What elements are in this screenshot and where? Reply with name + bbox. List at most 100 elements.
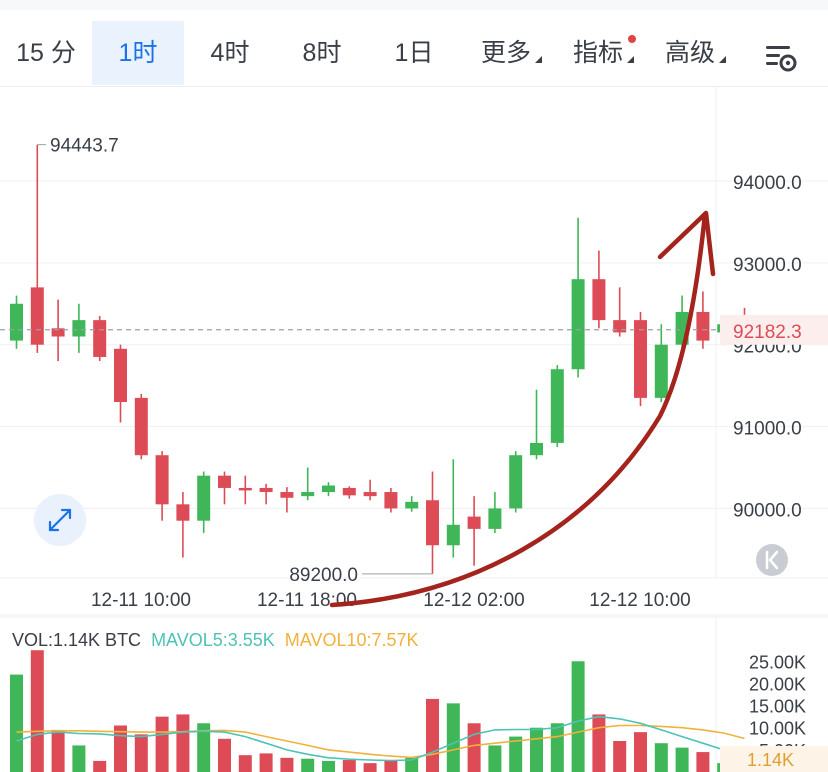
tab-1[interactable]: 1时 [92,21,184,85]
volume-bar [218,738,231,772]
candle-body [218,475,231,488]
volume-bar [176,714,190,772]
high-price-label: 94443.7 [50,136,119,157]
volume-tick-label: 25.00K [749,652,806,672]
tab-label: 指标 [572,39,623,67]
tab-4[interactable]: 1日 [368,21,460,85]
mavol10-line [16,724,745,759]
volume-legend: VOL:1.14K BTC MAVOL5:3.55K MAVOL10:7.57K [12,630,419,650]
volume-bar [446,703,460,772]
trend-arrow-annotation [329,211,708,608]
volume-bar [93,760,107,772]
candle-body [176,504,190,521]
tab-label: 8时 [302,39,342,67]
price-tick-label: 93000.0 [733,255,802,276]
volume-bar [654,743,668,772]
low-price-label: 89200.0 [289,565,358,586]
volume-bar [30,650,44,772]
mavol5-label: MAVOL5:3.55K [151,630,275,650]
volume-bar [384,760,398,772]
volume-tick-label: 10.00K [749,719,806,739]
chart-settings-icon[interactable] [762,38,802,78]
volume-bar [488,745,502,772]
tab-label: 4时 [210,39,250,67]
time-tick-label: 12-11 18:00 [257,590,357,611]
candle-body [613,320,627,333]
tab-0[interactable]: 15 分 [0,21,92,85]
candle-body [571,279,585,370]
volume-bar [675,747,689,772]
volume-bar [51,729,65,772]
candle-body [322,485,335,493]
tab-2[interactable]: 4时 [184,21,276,85]
candle-body [155,455,169,505]
price-tick-label: 90000.0 [733,500,802,521]
volume-bar [634,732,647,772]
volume-tick-label: 20.00K [749,674,806,694]
vol-label: VOL:1.14K BTC [12,630,141,650]
volume-bar [426,698,439,772]
candle-body [654,344,668,398]
candle-body [696,311,710,341]
volume-chart: VOL:1.14K BTC MAVOL5:3.55K MAVOL10:7.57K 25… [10,618,828,772]
volume-bar [571,661,585,772]
volume-bar [259,753,273,772]
volume-bar [238,755,252,772]
candle-body [384,492,398,509]
dropdown-caret-icon [719,56,726,63]
volume-bar [363,763,377,772]
volume-bar [613,741,627,772]
notification-dot-icon [628,35,636,43]
candle-body [280,492,294,498]
tab-label: 1日 [394,39,434,67]
volume-tick-label: 15.00K [749,697,806,717]
tab-label: 更多 [480,39,531,67]
candle-body [550,369,564,443]
candle-body [238,487,252,491]
price-tick-label: 94000.0 [733,173,802,194]
volume-bar [322,760,335,772]
current-volume-badge [720,746,828,772]
price-tick-label: 91000.0 [733,419,802,440]
dropdown-caret-icon [535,56,542,63]
tab-7[interactable]: 高级 [644,21,736,85]
volume-bar [592,714,606,772]
tab-label: 1时 [118,39,158,67]
mavol10-label: MAVOL10:7.57K [285,630,419,650]
volume-bar [342,760,356,772]
dropdown-caret-icon [627,56,634,63]
expand-chart-icon[interactable] [34,494,86,546]
tab-3[interactable]: 8时 [276,21,368,85]
tab-6[interactable]: 指标 [552,21,644,85]
candle-body [72,320,86,337]
candlestick-chart[interactable]: 94000.093000.092000.091000.090000.012-11… [0,86,828,614]
candle-body [10,303,23,341]
candle-body [342,487,356,496]
volume-bar [114,725,127,772]
volume-bar [696,752,710,772]
candle-body [51,328,65,337]
current-volume-label: 1.14K [747,750,794,770]
tab-label: 15 分 [16,39,76,67]
trend-arrow-head [657,210,716,277]
candle-body [592,279,606,321]
scroll-to-latest-icon[interactable] [756,544,788,576]
volume-bar [405,757,419,772]
tab-5[interactable]: 更多 [460,21,552,85]
candle-body [446,524,460,546]
last-price-badge [720,314,828,345]
candle-body [405,501,419,509]
mavol5-line [16,715,745,762]
candle-body [426,500,439,546]
candle-body [93,320,107,357]
tab-label: 高级 [664,39,715,67]
panel-divider [0,614,828,618]
timeframe-toolbar: 15 分 1时 4时 8时 1日 更多 指标 高级 [0,10,828,87]
volume-bar [10,674,23,772]
candle-body [30,287,44,345]
top-strip [0,0,828,10]
volume-bar [530,727,543,772]
time-tick-label: 12-11 10:00 [91,590,191,611]
volume-bar [550,723,564,772]
volume-bar [509,736,523,772]
